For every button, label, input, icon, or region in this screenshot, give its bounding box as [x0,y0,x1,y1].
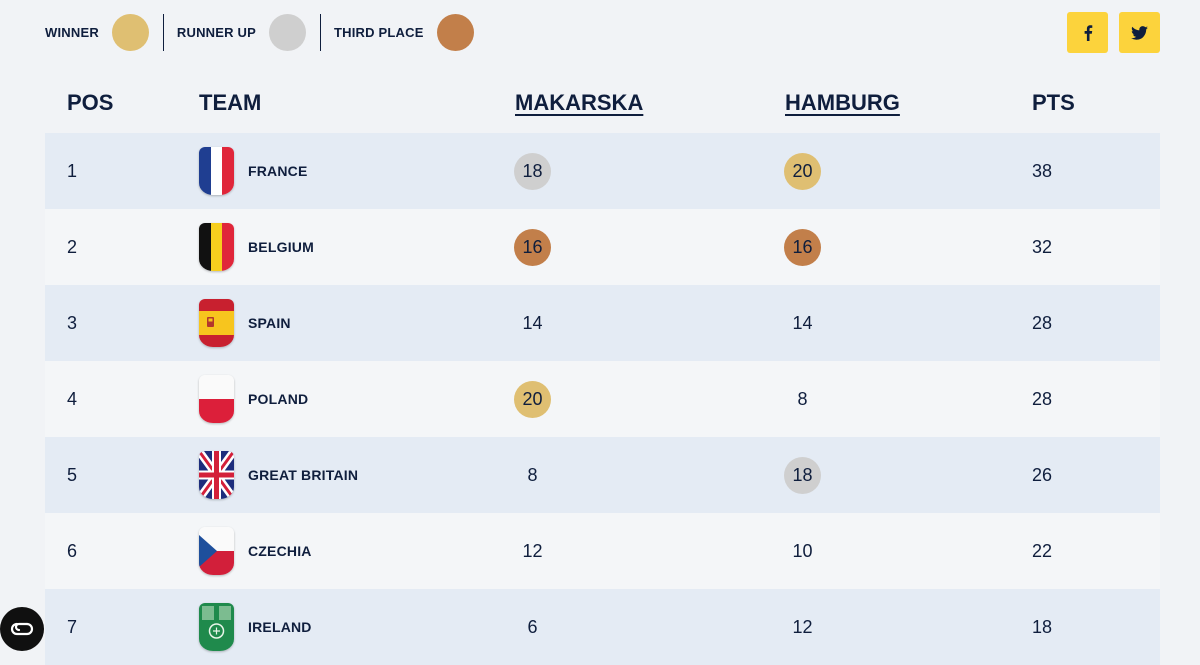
table-header: POS TEAM MAKARSKA HAMBURG PTS [45,75,1160,132]
makarska-cell: 6 [527,589,551,665]
legend-divider [162,13,164,51]
facebook-icon [1084,24,1092,41]
makarska-cell: 8 [527,437,551,513]
team-name: FRANCE [248,163,308,179]
table-row: 3 SPAIN 14 14 28 [45,285,1160,361]
twitter-share-button[interactable] [1119,12,1160,53]
legend-runner-up: RUNNER UP [176,12,307,52]
table-row: 2 BELGIUM 16 16 32 [45,209,1160,285]
makarska-cell: 20 [514,361,551,437]
hamburg-cell: 20 [784,133,821,209]
row-pts: 18 [1032,616,1053,637]
team-name: BELGIUM [248,239,314,255]
makarska-cell: 14 [522,285,551,361]
legend-runner-up-label: RUNNER UP [176,24,257,40]
makarska-score: 8 [527,464,538,485]
row-team: FRANCE [199,133,308,209]
table-row: 7 IRELAND 6 12 18 [45,589,1160,665]
social-share [1067,12,1160,53]
hamburg-cell: 16 [784,209,821,285]
facebook-share-button[interactable] [1067,12,1108,53]
gold-medal-dot [111,13,149,51]
chat-loop-icon [10,622,34,636]
hamburg-cell: 14 [792,285,821,361]
makarska-score: 18 [514,152,551,190]
row-pos: 5 [67,464,78,485]
row-pts: 28 [1032,388,1053,409]
ireland-rugby-flag-icon [199,603,234,651]
header-makarska-link[interactable]: MAKARSKA [515,90,644,115]
hamburg-score: 14 [792,312,813,333]
legend-third-place: THIRD PLACE [334,12,474,52]
legend-winner: WINNER [45,12,149,52]
row-team: BELGIUM [199,209,314,285]
row-team: CZECHIA [199,513,312,589]
hamburg-score: 10 [792,540,813,561]
table-row: 5 GREAT BRITAIN 8 18 26 [45,437,1160,513]
czechia-flag-icon [199,527,234,575]
row-pos: 3 [67,312,78,333]
header-pts: PTS [1032,90,1075,115]
hamburg-score: 12 [792,616,813,637]
team-name: CZECHIA [248,543,312,559]
table-row: 4 POLAND 20 8 28 [45,361,1160,437]
standings-table: 1 FRANCE 18 20 38 2 BELGIUM 16 16 32 3 S… [45,133,1160,665]
hamburg-cell: 18 [784,437,821,513]
table-row: 6 CZECHIA 12 10 22 [45,513,1160,589]
team-name: GREAT BRITAIN [248,467,359,483]
makarska-score: 16 [514,228,551,266]
row-pts: 26 [1032,464,1053,485]
row-pts: 32 [1032,236,1053,257]
spain-flag-icon [199,299,234,347]
makarska-score: 12 [522,540,543,561]
row-pos: 6 [67,540,78,561]
hamburg-score: 20 [784,152,821,190]
twitter-icon [1131,25,1148,40]
row-pts: 28 [1032,312,1053,333]
makarska-cell: 16 [514,209,551,285]
france-flag-icon [199,147,234,195]
makarska-score: 14 [522,312,543,333]
row-pos: 1 [67,160,78,181]
hamburg-cell: 8 [797,361,821,437]
row-pts: 22 [1032,540,1053,561]
silver-medal-dot [269,13,307,51]
row-pts: 38 [1032,160,1053,181]
makarska-cell: 18 [514,133,551,209]
hamburg-score: 8 [797,388,808,409]
great-britain-flag-icon [199,451,234,499]
makarska-score: 20 [514,380,551,418]
row-pos: 4 [67,388,78,409]
team-name: POLAND [248,391,309,407]
makarska-score: 6 [527,616,538,637]
row-team: SPAIN [199,285,291,361]
row-team: POLAND [199,361,308,437]
header-hamburg-link[interactable]: HAMBURG [785,90,900,115]
belgium-flag-icon [199,223,234,271]
legend-winner-label: WINNER [45,24,99,40]
row-team: IRELAND [199,589,312,665]
team-name: IRELAND [248,619,312,635]
table-row: 1 FRANCE 18 20 38 [45,133,1160,209]
row-pos: 2 [67,236,78,257]
poland-flag-icon [199,375,234,423]
hamburg-cell: 10 [792,513,821,589]
legend-divider [320,13,322,51]
header-pos: POS [67,90,114,115]
chat-button[interactable] [0,607,44,651]
row-pos: 7 [67,616,78,637]
bronze-medal-dot [436,13,474,51]
hamburg-cell: 12 [792,589,821,665]
makarska-cell: 12 [522,513,551,589]
legend-third-place-label: THIRD PLACE [334,24,424,40]
hamburg-score: 18 [784,456,821,494]
header-team: TEAM [199,90,262,115]
hamburg-score: 16 [784,228,821,266]
row-team: GREAT BRITAIN [199,437,358,513]
medal-legend: WINNER RUNNER UP THIRD PLACE [45,12,474,52]
team-name: SPAIN [248,315,291,331]
